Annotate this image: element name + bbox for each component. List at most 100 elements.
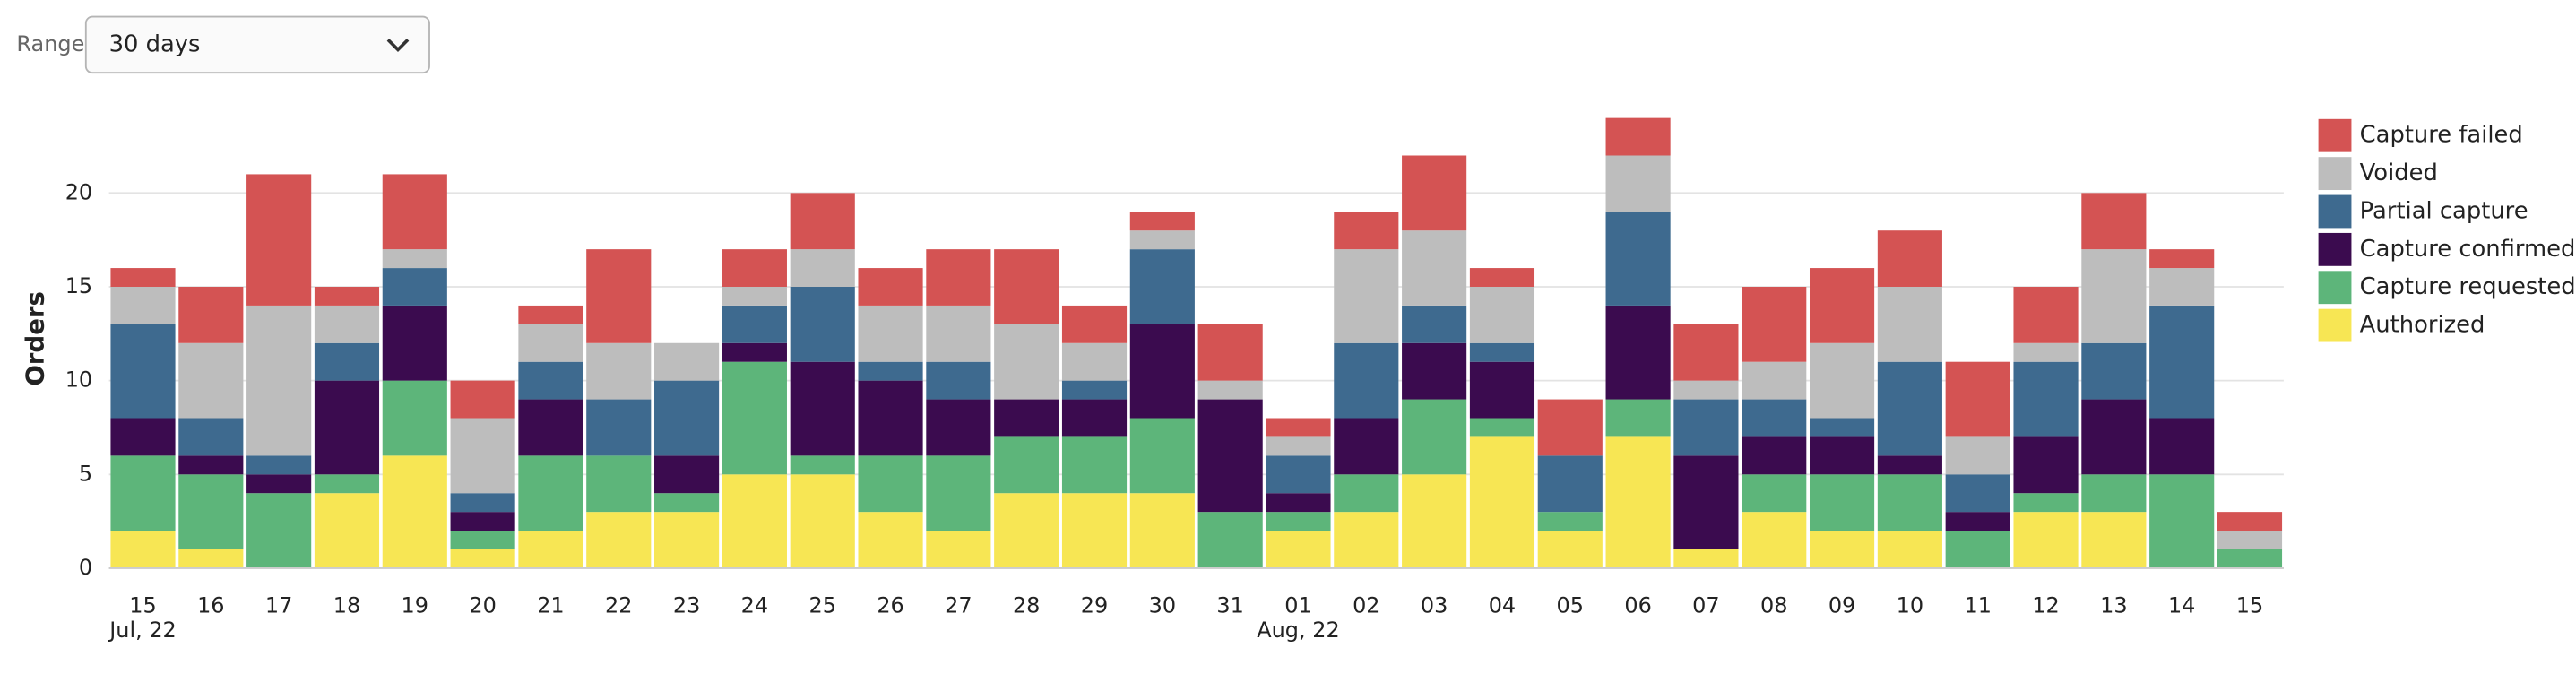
bar-segment — [178, 342, 244, 419]
legend-label: Partial capture — [2360, 197, 2528, 224]
bar-segment — [1809, 342, 1875, 419]
bar-segment — [2013, 436, 2079, 494]
bar-segment — [722, 474, 787, 568]
bar-segment — [178, 474, 244, 549]
bar-segment — [246, 305, 312, 456]
y-tick-label: 10 — [65, 367, 92, 393]
bar-segment — [1334, 418, 1399, 475]
x-tick-label: 01 — [1284, 592, 1311, 618]
bar-segment — [2217, 512, 2283, 531]
bar-segment — [1945, 474, 2010, 513]
x-tick-label: 26 — [877, 592, 903, 618]
bar-segment — [1266, 418, 1331, 437]
bar-segment — [382, 174, 447, 250]
bar-segment — [1673, 549, 1739, 568]
bar-segment — [1266, 493, 1331, 513]
bar-segment — [1197, 324, 1263, 381]
bar-segment — [1809, 268, 1875, 343]
bar-segment — [926, 361, 991, 400]
bar-segment — [1605, 305, 1671, 400]
bar-segment — [1197, 380, 1263, 400]
x-tick-label: 20 — [469, 592, 496, 618]
bar-segment — [314, 380, 380, 475]
y-tick-label: 20 — [65, 179, 92, 204]
bar-segment — [1877, 474, 1942, 531]
bar-segment — [586, 455, 652, 513]
bar-segment — [1061, 493, 1128, 568]
bar-segment — [1266, 436, 1331, 456]
x-tick-label: 12 — [2032, 592, 2059, 618]
legend-swatch — [2318, 271, 2352, 305]
x-tick-label: 17 — [265, 592, 292, 618]
bar-segment — [1129, 212, 1195, 231]
bar-segment — [654, 493, 720, 513]
bar-segment — [1809, 418, 1875, 437]
bar-segment — [1469, 342, 1535, 362]
bar-segment — [586, 512, 652, 568]
bar-segment — [926, 305, 991, 362]
bar-segment — [1537, 512, 1603, 531]
bar-segment — [654, 380, 720, 456]
bar-segment — [994, 493, 1059, 568]
bar-segment — [382, 268, 447, 306]
bar-segment — [2081, 193, 2147, 250]
bar-segment — [858, 305, 923, 362]
dropdown-box[interactable] — [84, 15, 430, 74]
bar-segment — [2149, 268, 2215, 306]
bar-segment — [926, 249, 991, 306]
x-tick-label: 07 — [1692, 592, 1719, 618]
bar-segment — [1061, 305, 1128, 343]
bar-segment — [1945, 512, 2010, 531]
bar-segment — [790, 193, 855, 250]
legend-label: Capture failed — [2360, 122, 2523, 149]
bar-segment — [1129, 418, 1195, 494]
bar-segment — [1334, 212, 1399, 250]
bar-segment — [1945, 361, 2010, 437]
bar-segment — [2013, 493, 2079, 513]
x-tick-label: 13 — [2100, 592, 2127, 618]
bar-segment — [586, 342, 652, 400]
bar-segment — [1605, 399, 1671, 437]
bar-segment — [1266, 512, 1331, 531]
x-tick-label: 05 — [1557, 592, 1584, 618]
x-tick-label: 14 — [2168, 592, 2195, 618]
x-tick-label: 16 — [197, 592, 224, 618]
legend-label: Capture confirmed — [2360, 236, 2576, 263]
bar-segment — [722, 249, 787, 287]
bar-segment — [1197, 399, 1263, 513]
bar-segment — [1061, 342, 1128, 381]
bar-segment — [858, 512, 923, 568]
x-tick-label: 28 — [1013, 592, 1040, 618]
bar-segment — [1945, 436, 2010, 475]
bar-segment — [314, 474, 380, 494]
bar-segment — [1402, 305, 1467, 343]
x-tick-label: 31 — [1216, 592, 1243, 618]
bar-segment — [1334, 342, 1399, 419]
bar-segment — [858, 268, 923, 306]
bar-segment — [1469, 436, 1535, 568]
bar-segment — [382, 455, 447, 568]
bar-segment — [450, 380, 515, 419]
x-tick-label: 02 — [1353, 592, 1379, 618]
bar-segment — [1877, 230, 1942, 287]
dropdown-chevron[interactable] — [386, 39, 410, 53]
bar-segment — [1129, 493, 1195, 568]
bar-segment — [1061, 436, 1128, 494]
bar-segment — [1742, 512, 1807, 568]
bar-segment — [858, 361, 923, 381]
bar-segment — [1266, 531, 1331, 568]
bar-segment — [382, 380, 447, 456]
x-sublabel: Aug, 22 — [1257, 618, 1339, 643]
x-tick-label: 27 — [945, 592, 972, 618]
y-tick-label: 0 — [79, 555, 92, 580]
range-dropdown[interactable]: 30 days — [84, 15, 430, 74]
bar-segment — [1809, 436, 1875, 475]
bar-segment — [1673, 324, 1739, 381]
dropdown-value[interactable]: 30 days — [109, 30, 201, 57]
legend-label: Capture requested — [2360, 273, 2576, 300]
bar-segment — [994, 249, 1059, 324]
bar-segment — [246, 474, 312, 494]
bar-segment — [1742, 436, 1807, 475]
